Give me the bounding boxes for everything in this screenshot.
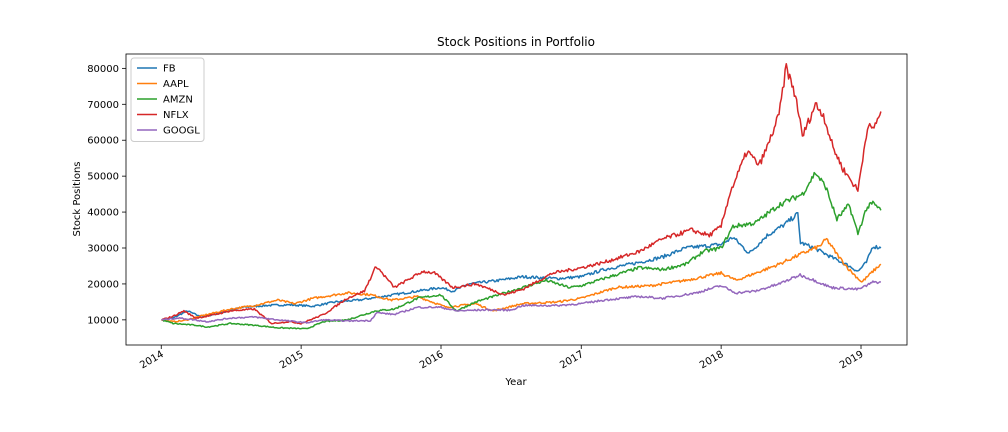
y-tick-label: 10000 [87, 315, 119, 326]
series-line-aapl [161, 237, 882, 323]
series-lines [161, 62, 882, 330]
y-tick-label: 80000 [87, 64, 119, 75]
legend: FB AAPL AMZN NFLX GOOGL [130, 57, 205, 142]
y-axis: 10000 20000 30000 40000 50000 60000 70000 80000 [87, 64, 126, 326]
series-line-fb [161, 211, 882, 321]
legend-label-nflx: NFLX [163, 110, 189, 121]
y-tick-label: 50000 [87, 172, 119, 183]
plot-background [126, 54, 907, 345]
y-tick-label: 70000 [87, 100, 119, 111]
series-line-amzn [161, 171, 882, 330]
legend-label-aapl: AAPL [163, 79, 189, 90]
y-tick-label: 40000 [87, 208, 119, 219]
plot-area [125, 53, 908, 346]
y-tick-label: 20000 [87, 279, 119, 290]
series-line-nflx [161, 62, 882, 325]
series-line-googl [161, 273, 882, 324]
plot-frame [125, 53, 908, 346]
legend-label-googl: GOOGL [163, 126, 200, 137]
y-tick-label: 60000 [87, 136, 119, 147]
y-axis-title: Stock Positions [72, 162, 83, 237]
legend-box [130, 57, 205, 142]
legend-label-amzn: AMZN [163, 95, 193, 106]
y-tick-label: 30000 [87, 244, 119, 255]
legend-label-fb: FB [163, 64, 176, 75]
chart-title: Stock Positions in Portfolio [437, 35, 595, 49]
x-axis-title: Year [504, 377, 527, 388]
